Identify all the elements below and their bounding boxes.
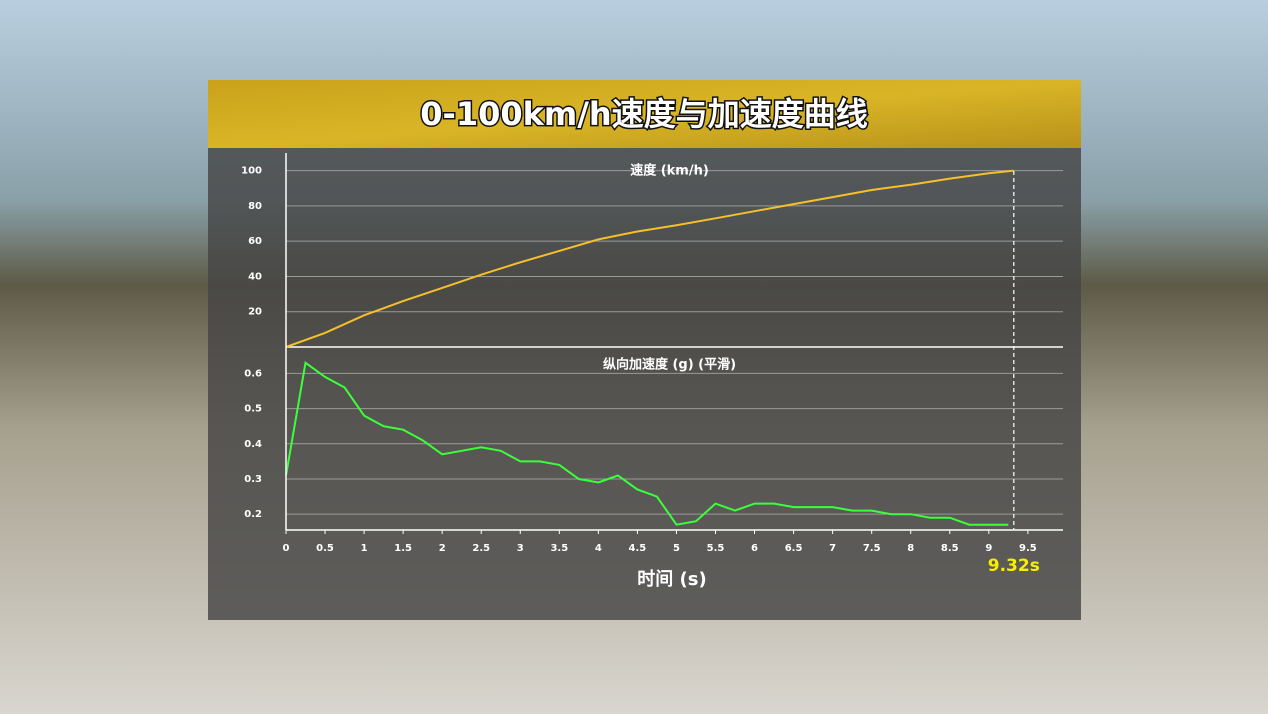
x-tick-label: 6	[751, 543, 758, 554]
series-label: 速度 (km/h)	[630, 163, 709, 179]
x-tick-label: 3	[517, 543, 524, 554]
x-tick-label: 6.5	[785, 543, 803, 554]
x-tick-label: 4.5	[629, 543, 647, 554]
x-axis-label: 时间 (s)	[637, 569, 706, 590]
y-tick-label: 0.5	[244, 404, 262, 415]
title-band	[208, 80, 1081, 148]
y-tick-label: 40	[248, 271, 262, 282]
x-tick-label: 8	[907, 543, 914, 554]
y-tick-label: 80	[248, 201, 262, 212]
panel	[208, 80, 1081, 620]
series-line	[285, 361, 1009, 526]
x-tick-label: 1.5	[394, 543, 412, 554]
x-tick-label: 5	[673, 543, 680, 554]
x-tick-label: 4	[595, 543, 602, 554]
series-line	[285, 169, 1014, 348]
chart-title: 0-100km/h速度与加速度曲线	[420, 95, 867, 133]
x-tick-label: 3.5	[550, 543, 568, 554]
y-tick-label: 100	[241, 166, 262, 177]
x-tick-label: 2	[439, 543, 446, 554]
y-tick-label: 0.6	[244, 368, 262, 379]
x-tick-label: 7	[829, 543, 836, 554]
x-tick-label: 9.5	[1019, 543, 1037, 554]
x-tick-label: 1	[361, 543, 368, 554]
annotation-label: 9.32s	[988, 556, 1040, 576]
y-tick-label: 60	[248, 236, 262, 247]
y-tick-label: 0.3	[244, 474, 262, 485]
x-tick-label: 8.5	[941, 543, 959, 554]
x-tick-label: 0	[283, 543, 290, 554]
y-tick-label: 0.2	[244, 509, 262, 520]
x-tick-label: 0.5	[316, 543, 334, 554]
x-tick-label: 5.5	[707, 543, 725, 554]
y-tick-label: 0.4	[244, 439, 262, 450]
x-tick-label: 7.5	[863, 543, 881, 554]
x-tick-label: 9	[985, 543, 992, 554]
series-label: 纵向加速度 (g) (平滑)	[603, 357, 736, 373]
y-tick-label: 20	[248, 307, 262, 318]
x-tick-label: 2.5	[472, 543, 490, 554]
